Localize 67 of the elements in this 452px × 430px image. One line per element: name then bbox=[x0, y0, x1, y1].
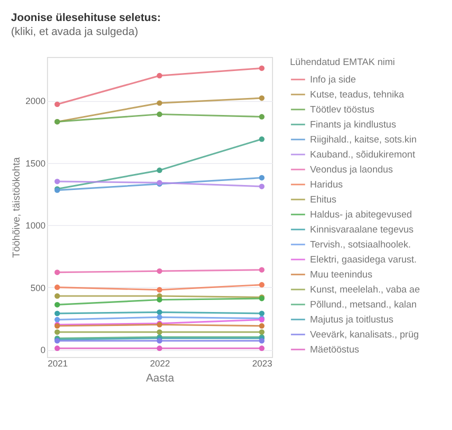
point bbox=[156, 287, 162, 293]
point bbox=[54, 270, 60, 276]
point bbox=[54, 329, 60, 335]
point bbox=[54, 310, 60, 316]
y-tick-label: 500 bbox=[30, 282, 46, 293]
legend-label: Riigihald., kaitse, sots.kin bbox=[310, 134, 417, 146]
point bbox=[259, 282, 265, 288]
point bbox=[54, 316, 60, 322]
point bbox=[259, 346, 265, 352]
x-tick-label: 2022 bbox=[150, 358, 170, 368]
legend-label: Info ja side bbox=[310, 74, 356, 86]
point bbox=[156, 168, 162, 174]
legend-label: Kauband., sõidukiremont bbox=[310, 150, 416, 160]
x-axis-title: Aasta bbox=[146, 372, 175, 384]
point bbox=[156, 100, 162, 106]
point bbox=[259, 184, 265, 190]
x-tick-label: 2023 bbox=[252, 358, 272, 368]
chart-subtitle: (kliki, et avada ja sulgeda) bbox=[10, 26, 138, 38]
legend-label: Majutus ja toitlustus bbox=[310, 314, 394, 326]
legend-label: Haridus bbox=[310, 180, 343, 190]
legend-label: Ehitus bbox=[310, 194, 337, 206]
legend-label: Veevärk, kanalisats., prüg bbox=[310, 330, 419, 340]
point bbox=[259, 338, 265, 344]
legend-label: Haldus- ja abitegevused bbox=[310, 210, 412, 220]
legend-label: Mäetööstus bbox=[310, 344, 360, 356]
legend-label: Kunst, meelelah., vaba ae bbox=[310, 284, 420, 296]
y-tick-label: 1500 bbox=[25, 158, 46, 168]
legend-label: Tervish., sotsiaalhoolek. bbox=[310, 240, 411, 250]
point bbox=[54, 102, 60, 108]
y-tick-label: 2000 bbox=[25, 96, 46, 106]
legend-label: Töötlev tööstus bbox=[310, 104, 375, 116]
chart-title: Joonise ülesehituse seletus: bbox=[10, 12, 161, 24]
point bbox=[54, 293, 60, 299]
point bbox=[156, 72, 162, 78]
point bbox=[156, 329, 162, 335]
legend-label: Kinnisvaraalane tegevus bbox=[310, 224, 414, 236]
point bbox=[156, 338, 162, 344]
legend-label: Finants ja kindlustus bbox=[310, 120, 396, 130]
point bbox=[54, 284, 60, 290]
point bbox=[259, 329, 265, 335]
y-tick-label: 1000 bbox=[25, 220, 46, 231]
y-axis-title: Tööhõive, täistöökohta bbox=[11, 156, 22, 258]
point bbox=[156, 268, 162, 274]
point bbox=[156, 112, 162, 117]
point bbox=[156, 309, 162, 315]
y-tick-label: 0 bbox=[40, 345, 46, 356]
legend-label: Muu teenindus bbox=[310, 270, 373, 280]
point bbox=[259, 267, 265, 273]
legend-label: Kutse, teadus, tehnika bbox=[310, 90, 405, 100]
point bbox=[54, 302, 60, 308]
point bbox=[54, 346, 60, 352]
x-tick-label: 2021 bbox=[48, 358, 68, 368]
legend-label: Elektri, gaasidega varust. bbox=[310, 254, 417, 266]
point bbox=[259, 310, 265, 316]
point bbox=[259, 65, 265, 71]
point bbox=[259, 175, 265, 180]
point bbox=[156, 314, 162, 320]
point bbox=[259, 114, 265, 120]
legend-label: Veondus ja laondus bbox=[310, 164, 394, 176]
legend-title: Lühendatud EMTAK nimi bbox=[290, 57, 395, 68]
point bbox=[54, 178, 60, 184]
point bbox=[259, 323, 265, 329]
point bbox=[259, 136, 265, 142]
legend-label: Põllund., metsand., kalan bbox=[310, 300, 417, 310]
point bbox=[259, 95, 265, 101]
point bbox=[156, 346, 162, 352]
point bbox=[156, 297, 162, 302]
